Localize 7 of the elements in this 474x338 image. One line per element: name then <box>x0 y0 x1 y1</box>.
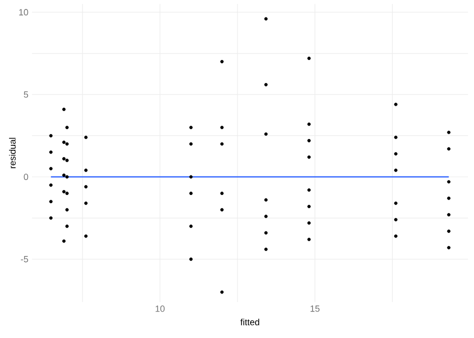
x-tick-label: 15 <box>310 306 320 312</box>
y-tick-label: -5 <box>20 256 28 262</box>
y-tick-label: 5 <box>24 91 28 98</box>
x-axis-title: fitted <box>240 318 260 326</box>
y-axis-title: residual <box>9 138 16 168</box>
y-tick-label: 0 <box>24 174 28 180</box>
y-tick-label: 10 <box>19 9 28 16</box>
